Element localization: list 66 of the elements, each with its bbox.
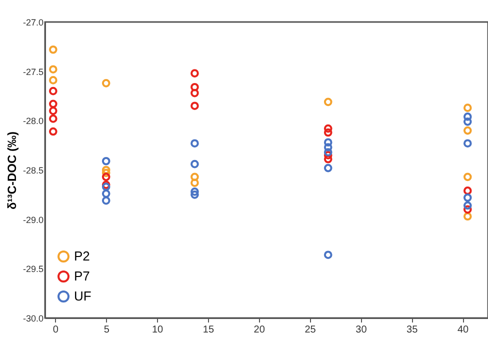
x-tick-label: 25	[304, 324, 316, 336]
x-tick-label: 40	[457, 324, 470, 336]
point	[324, 250, 332, 260]
x-tick-label: 10	[152, 324, 164, 336]
point	[463, 201, 472, 210]
y-tick-label: -27.0	[22, 18, 44, 28]
point	[190, 82, 199, 92]
point	[48, 45, 58, 54]
point	[463, 186, 472, 195]
point	[463, 104, 472, 112]
point	[324, 143, 332, 152]
x-tick-label: 35	[406, 324, 418, 336]
point	[102, 156, 110, 166]
point	[463, 212, 472, 221]
y-tick-label: -29.0	[22, 214, 44, 225]
point	[190, 102, 199, 110]
point	[463, 172, 472, 182]
point	[324, 98, 332, 106]
point	[48, 65, 58, 74]
point	[324, 128, 332, 137]
point	[190, 190, 199, 199]
point	[190, 88, 199, 98]
point	[48, 127, 58, 136]
legend-label: UF	[74, 288, 92, 304]
point	[190, 172, 199, 182]
point	[324, 154, 332, 164]
x-tick-label: 0	[52, 324, 59, 336]
point	[463, 112, 472, 121]
point	[190, 178, 199, 187]
point	[102, 190, 110, 198]
point	[48, 76, 58, 84]
x-tick-label: 20	[254, 324, 266, 336]
point	[102, 79, 110, 88]
point	[190, 188, 199, 196]
point	[102, 172, 110, 182]
point	[190, 139, 199, 148]
point	[324, 124, 332, 133]
point	[102, 196, 110, 205]
point	[48, 86, 58, 96]
y-tick-label: -27.5	[22, 66, 44, 77]
point	[463, 205, 472, 214]
x-tick-label: 5	[104, 324, 110, 336]
point	[324, 164, 332, 172]
x-tick-label: 30	[356, 324, 368, 336]
y-axis-title: δ¹³C-DOC (‰)	[4, 132, 19, 210]
point	[463, 193, 472, 202]
point	[324, 151, 332, 160]
legend-label: P7	[74, 268, 90, 284]
x-tick-label: 15	[202, 324, 214, 336]
y-tick-label: -28.0	[22, 116, 44, 126]
point	[190, 160, 199, 168]
point	[48, 100, 58, 108]
point	[324, 138, 332, 147]
point	[102, 166, 110, 174]
point	[102, 168, 110, 178]
point	[324, 148, 332, 156]
point	[463, 118, 472, 126]
point	[48, 114, 58, 123]
y-tick-label: -30.0	[22, 314, 44, 324]
legend-label: P2	[74, 248, 90, 264]
y-tick-label: -28.5	[22, 166, 44, 176]
point	[48, 106, 58, 115]
point	[463, 139, 472, 148]
point	[190, 69, 199, 78]
point	[463, 126, 472, 135]
y-tick-label: -29.5	[22, 264, 44, 274]
